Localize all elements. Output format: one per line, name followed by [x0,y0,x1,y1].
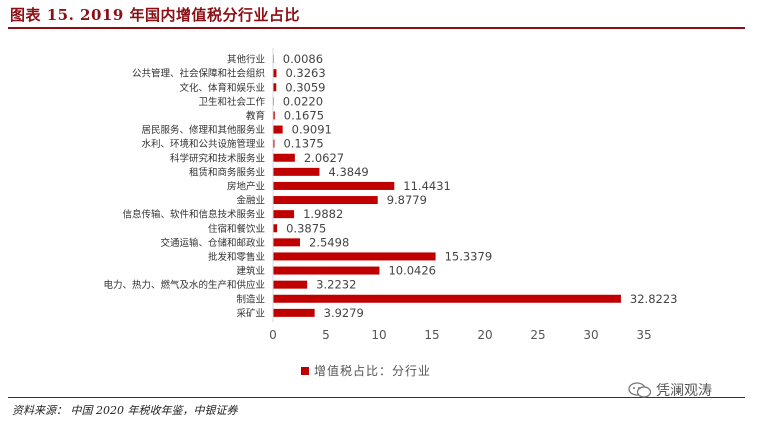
category-label-12: 住宿和餐饮业 [208,223,265,235]
value-label-11: 1.9882 [303,207,343,221]
footer-rule [8,397,745,398]
legend-label: 增值税占比：分行业 [314,363,431,378]
category-label-16: 电力、热力、燃气及水的生产和供应业 [103,279,265,291]
x-tick-label-2: 10 [371,328,386,342]
value-label-5: 0.9091 [292,123,332,137]
bar-15 [273,266,380,275]
bar-4 [273,111,275,120]
category-label-5: 居民服务、修理和其他服务业 [141,124,265,136]
value-label-10: 9.8779 [387,193,427,207]
bar-13 [273,238,301,247]
bar-11 [273,210,295,219]
category-label-13: 交通运输、仓储和邮政业 [160,237,265,249]
category-label-18: 采矿业 [236,307,265,319]
x-tick-label-3: 15 [424,328,439,342]
category-label-17: 制造业 [236,293,265,305]
bar-10 [273,196,378,205]
bar-7 [273,153,295,162]
category-label-3: 卫生和社会工作 [198,96,265,108]
labels-layer: 其他行业 0.0086 公共管理、社会保障和社会组织 0.3263 文化、体育和娱乐业 0… [103,52,677,320]
value-label-6: 0.1375 [283,137,323,151]
x-tick-label-4: 20 [477,328,492,342]
bar-17 [273,294,621,303]
bar-8 [273,167,320,176]
bar-2 [273,83,277,92]
value-label-2: 0.3059 [285,80,325,94]
watermark-text: 凭澜观涛 [656,383,712,399]
x-tick-label-1: 5 [322,328,330,342]
category-label-8: 租赁和商务服务业 [189,166,265,178]
category-label-15: 建筑业 [236,265,265,277]
bar-9 [273,181,395,190]
value-label-3: 0.0220 [283,94,323,108]
category-label-7: 科学研究和技术服务业 [170,152,265,164]
bar-14 [273,252,436,261]
category-label-10: 金融业 [236,195,265,207]
x-tick-label-0: 0 [269,328,277,342]
value-label-14: 15.3379 [445,249,493,263]
legend-layer: 增值税占比：分行业 [301,363,431,378]
bar-18 [273,308,315,317]
value-label-15: 10.0426 [388,264,436,278]
bars-layer [273,55,621,317]
value-label-17: 32.8223 [630,292,678,306]
bar-5 [273,125,283,134]
value-label-12: 0.3875 [286,221,326,235]
value-label-8: 4.3849 [328,165,368,179]
category-label-9: 房地产业 [227,180,265,192]
category-label-11: 信息传输、软件和信息技术服务业 [122,209,265,221]
bar-16 [273,280,308,289]
wechat-icon [628,382,652,398]
category-label-6: 水利、环境和公共设施管理业 [141,138,265,150]
source-note: 资料来源： 中国 2020 年税收年鉴，中银证券 [12,404,238,417]
value-label-1: 0.3263 [285,66,325,80]
axis-layer: 0 5 10 15 20 25 30 35 [269,48,652,342]
bar-1 [273,69,277,78]
bar-6 [273,139,275,148]
value-label-0: 0.0086 [283,52,323,66]
category-label-2: 文化、体育和娱乐业 [179,82,265,94]
value-label-7: 2.0627 [304,151,344,165]
chart-title: 图表 15. 2019 年国内增值税分行业占比 [10,6,301,24]
category-label-0: 其他行业 [227,54,265,66]
value-label-16: 3.2232 [316,278,356,292]
bar-12 [273,224,278,233]
title-rule [8,27,745,29]
category-label-14: 批发和零售业 [208,251,265,263]
category-label-1: 公共管理、社会保障和社会组织 [132,68,265,80]
x-tick-label-5: 25 [530,328,545,342]
value-label-4: 0.1675 [284,108,324,122]
value-label-18: 3.9279 [324,306,364,320]
value-label-13: 2.5498 [309,235,349,249]
category-label-4: 教育 [246,110,265,122]
watermark: 凭澜观涛 [628,380,712,400]
value-label-9: 11.4431 [403,179,451,193]
x-tick-label-7: 35 [636,328,651,342]
x-tick-label-6: 30 [583,328,598,342]
legend-swatch [301,367,309,375]
